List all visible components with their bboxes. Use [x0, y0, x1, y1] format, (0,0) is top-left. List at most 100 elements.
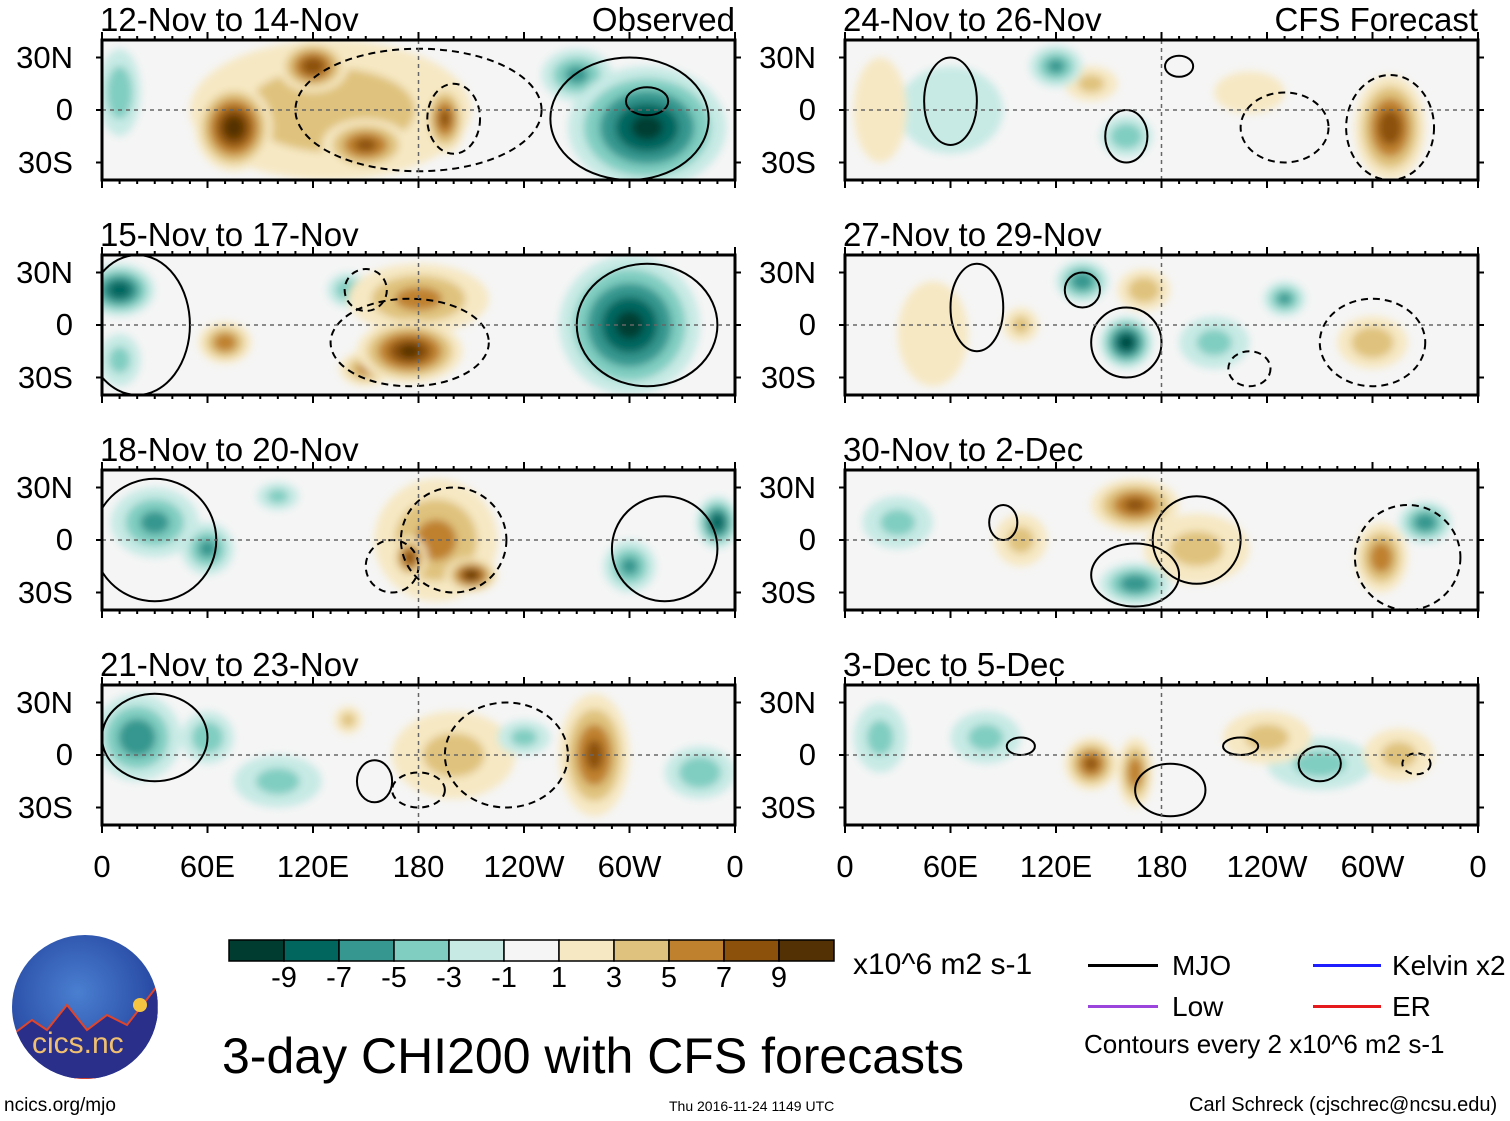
lat-tick-label: 30N: [759, 254, 816, 290]
map-panel: [839, 462, 1484, 618]
lat-tick-label: 30N: [759, 469, 816, 505]
mjo-contour-negative: [399, 486, 508, 594]
panel-title: 27-Nov to 29-Nov: [843, 216, 1102, 253]
anomaly-shade: [439, 110, 451, 128]
lat-tick-label: 30S: [17, 144, 73, 180]
anomaly-shade: [1413, 513, 1437, 532]
colorbar-label: 9: [770, 962, 788, 994]
lon-tick-label: 0: [93, 849, 111, 884]
anomaly-shade: [301, 57, 325, 75]
lon-tick-label: 0: [836, 849, 854, 884]
legend-er-line: [1313, 1005, 1381, 1008]
mjo-contour-positive: [102, 255, 191, 395]
mjo-contour-positive: [1005, 736, 1036, 756]
anomaly-shade: [615, 311, 644, 339]
legend-kelvin-label: Kelvin x2: [1392, 950, 1506, 981]
cics-logo: cics.nc: [12, 935, 158, 1079]
anomaly-shade: [255, 768, 300, 795]
anomaly-shade: [223, 115, 245, 140]
panel-label: Observed: [591, 1, 735, 38]
lat-tick-label: 30N: [16, 469, 73, 505]
mjo-contour-positive: [102, 692, 209, 783]
lat-tick-label: 30S: [760, 574, 816, 610]
anomaly-shade: [422, 733, 485, 777]
anomaly-shade: [1128, 277, 1160, 303]
mjo-contour-negative: [426, 82, 482, 155]
colorbar-label: 7: [715, 962, 733, 994]
mjo-contour-positive: [610, 495, 719, 603]
lat-tick-label: 0: [798, 737, 816, 772]
colorbar-swatch: [228, 939, 285, 962]
anomaly-shade: [1351, 326, 1394, 359]
lat-tick-label: 30S: [17, 789, 73, 825]
mjo-contour-positive: [923, 56, 978, 146]
anomaly-shade: [354, 138, 377, 152]
anomaly-shade: [565, 66, 589, 84]
mjo-contour-negative: [343, 268, 388, 312]
lon-tick-label: 60E: [179, 849, 236, 884]
anomaly-shade: [140, 510, 170, 535]
colorbar-label: -5: [381, 962, 407, 994]
colorbar-label: 1: [550, 962, 568, 994]
legend-mjo-line: [1088, 964, 1158, 967]
panel-title: 24-Nov to 26-Nov: [843, 1, 1102, 38]
site-link[interactable]: ncics.org/mjo: [4, 1095, 116, 1116]
mjo-contour-positive: [1063, 271, 1101, 309]
anomaly-shade: [866, 720, 894, 755]
anomaly-shade: [631, 115, 663, 140]
figure-title: 3-day CHI200 with CFS forecasts: [222, 1028, 964, 1084]
anomaly-shade: [341, 713, 356, 727]
map-panel: [839, 32, 1484, 188]
panel-title: 3-Dec to 5-Dec: [843, 646, 1065, 683]
colorbar-swatch: [283, 939, 340, 962]
anomaly-shade: [1071, 272, 1094, 291]
mjo-contour-negative: [391, 771, 446, 809]
colorbar-label: 3: [605, 962, 623, 994]
mjo-contour-negative: [1239, 91, 1330, 164]
anomaly-shade: [465, 571, 477, 579]
lon-tick-label: 60W: [597, 849, 662, 884]
lat-tick-label: 30S: [17, 574, 73, 610]
anomaly-shade: [107, 281, 132, 299]
colorbar-label: 5: [660, 962, 678, 994]
map-panel: [96, 462, 741, 618]
anomaly-shade: [1196, 329, 1232, 356]
lon-tick-label: 120W: [483, 849, 565, 884]
lat-tick-label: 0: [55, 307, 73, 342]
lon-tick-label: 120E: [1019, 849, 1093, 884]
anomaly-shade: [968, 724, 1004, 751]
legend-kelvin-line: [1313, 964, 1381, 967]
map-panel: [839, 247, 1484, 403]
anomaly-shade: [1293, 750, 1347, 777]
lat-tick-label: 0: [798, 522, 816, 557]
anomaly-shade: [399, 344, 421, 358]
lon-tick-label: 120W: [1226, 849, 1308, 884]
mjo-contour-negative: [1353, 504, 1462, 610]
lat-tick-label: 30N: [759, 39, 816, 75]
lat-tick-label: 30S: [760, 144, 816, 180]
legend-mjo-label: MJO: [1172, 950, 1232, 981]
map-panel: [839, 677, 1484, 833]
anomaly-shade: [1369, 542, 1393, 573]
mjo-contour-negative: [1345, 74, 1436, 180]
anomaly-shade: [1110, 123, 1143, 149]
panel-title: 30-Nov to 2-Dec: [843, 431, 1084, 468]
mjo-contour-positive: [549, 56, 710, 180]
colorbar-swatch: [558, 939, 615, 962]
anomaly-shade: [1124, 498, 1147, 512]
panel-title: 21-Nov to 23-Nov: [100, 646, 359, 683]
mjo-contour-positive: [1297, 745, 1342, 783]
lon-tick-label: 0: [726, 849, 744, 884]
lat-tick-label: 0: [55, 92, 73, 127]
panel-label: CFS Forecast: [1274, 1, 1478, 38]
colorbar-swatch: [778, 939, 835, 962]
colorbar-swatch: [503, 939, 560, 962]
lat-tick-label: 30N: [16, 684, 73, 720]
anomaly-shade: [1277, 292, 1292, 305]
lat-tick-label: 30N: [16, 254, 73, 290]
colorbar-swatch: [613, 939, 670, 962]
colorbar-label: -3: [436, 962, 462, 994]
panel-title: 18-Nov to 20-Nov: [100, 431, 359, 468]
